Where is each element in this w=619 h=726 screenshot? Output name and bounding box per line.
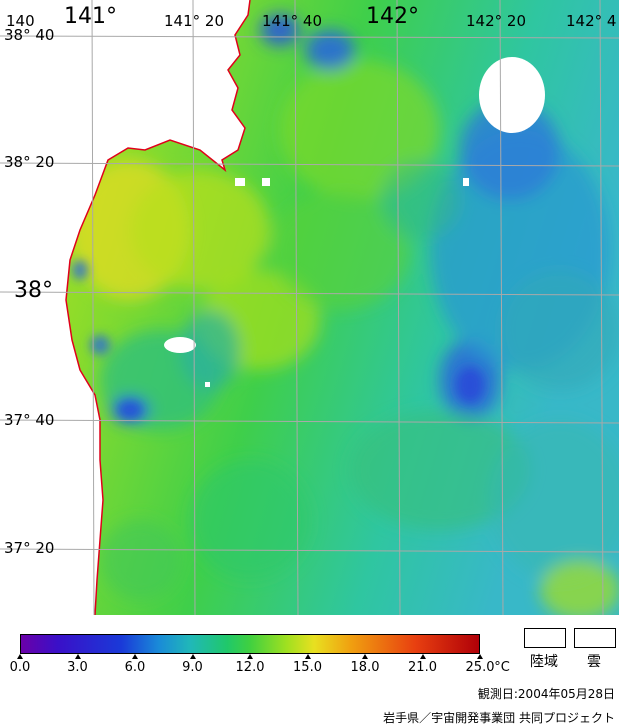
colorbar-tick-label: 25.0 [465, 660, 495, 675]
colorbar-tick-mark [17, 654, 23, 659]
cloud-legend-label: 雲 [587, 654, 601, 670]
lon-label-142-20: 142° 20 [466, 12, 526, 30]
colorbar-tick-label: 18.0 [350, 660, 380, 675]
lon-label-141-40: 141° 40 [262, 12, 322, 30]
lat-label-38: 38° [14, 278, 53, 303]
colorbar-tick-label: 12.0 [235, 660, 265, 675]
lon-label-140: 140 [6, 12, 35, 30]
lat-label-38-40: 38° 40 [4, 26, 55, 44]
cloud-areas [164, 57, 545, 387]
observation-date: 観測日:2004年05月28日 [477, 687, 615, 701]
cloud-legend-swatch [574, 628, 616, 648]
credit-line: 岩手県／宇宙開発事業団 共同プロジェクト [383, 711, 615, 725]
colorbar-tick-label: 9.0 [182, 660, 203, 675]
colorbar-tick-mark [189, 654, 196, 659]
lat-label-38-20: 38° 20 [4, 153, 55, 171]
lat-label-37-40: 37° 40 [4, 411, 55, 429]
colorbar-tick-label: 3.0 [67, 660, 88, 675]
coastline [65, 0, 251, 615]
colorbar-tick-label: 15.0 [293, 660, 322, 675]
colorbar-tick-mark [304, 654, 311, 659]
colorbar-tick-label: 6.0 [124, 660, 146, 675]
lat-label-37-20: 37° 20 [4, 539, 55, 557]
colorbar-unit: °C [494, 660, 510, 675]
colorbar-tick-mark [419, 654, 426, 659]
temperature-colorbar [20, 634, 480, 654]
graticule [0, 0, 619, 615]
land-area [0, 0, 250, 615]
land-legend-label: 陸域 [530, 654, 558, 670]
colorbar-tick-mark [247, 654, 253, 659]
colorbar-tick-label: 0.0 [9, 660, 31, 675]
colorbar-tick-mark [132, 654, 138, 659]
lon-label-142-40: 142° 4 [566, 12, 617, 30]
land-legend-swatch [524, 628, 566, 648]
colorbar-tick-label: 21.0 [408, 660, 437, 675]
sst-map: 140 141° 141° 20 141° 40 142° 142° 20 14… [0, 0, 619, 615]
lon-label-141-20: 141° 20 [164, 12, 224, 30]
colorbar-tick-mark [362, 654, 368, 659]
sst-map-image [0, 0, 619, 615]
lon-label-141: 141° [64, 4, 117, 29]
colorbar-tick-mark [477, 654, 483, 659]
colorbar-tick-mark [74, 654, 81, 659]
lon-label-142: 142° [366, 4, 419, 29]
